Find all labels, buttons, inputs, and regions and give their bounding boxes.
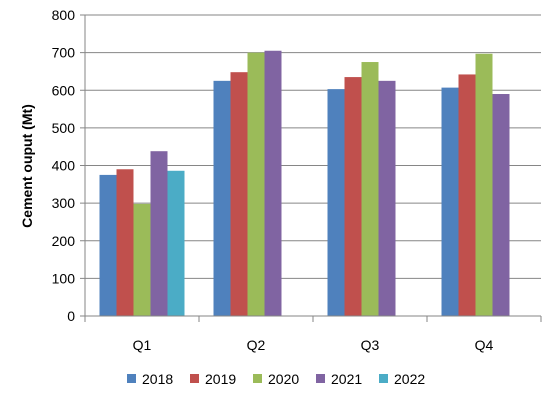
legend-swatch-2019 — [190, 374, 199, 383]
bar-2019-Q1 — [116, 169, 134, 316]
bar-2018-Q4 — [441, 87, 459, 317]
y-tick-label: 700 — [52, 45, 76, 61]
legend-label-2021: 2021 — [331, 371, 362, 387]
bar-2018-Q3 — [327, 89, 345, 316]
y-axis-title: Cement ouput (Mt) — [19, 104, 35, 228]
legend-label-2019: 2019 — [205, 371, 236, 387]
bar-2018-Q1 — [99, 174, 117, 316]
legend: 2018 2019 2020 2021 2022 — [127, 371, 425, 387]
bar-2021-Q3 — [378, 80, 396, 316]
legend-label-2020: 2020 — [268, 371, 299, 387]
bar-2020-Q4 — [475, 53, 493, 316]
y-tick-label: 200 — [52, 233, 76, 249]
y-tick-label: 500 — [52, 120, 76, 136]
bar-2019-Q2 — [230, 72, 248, 316]
bar-2019-Q4 — [458, 74, 476, 316]
legend-swatch-2020 — [253, 374, 262, 383]
bar-2018-Q2 — [213, 80, 231, 316]
legend-label-2018: 2018 — [142, 371, 173, 387]
y-tick-label: 100 — [52, 270, 76, 286]
x-tick-label: Q2 — [247, 337, 266, 353]
bar-2022-Q1 — [167, 170, 185, 316]
x-tick-label: Q3 — [361, 337, 380, 353]
y-tick-label: 800 — [52, 7, 76, 23]
bar-2020-Q1 — [133, 203, 151, 316]
bar-2020-Q3 — [361, 62, 379, 316]
bar-2019-Q3 — [344, 77, 362, 316]
y-tick-label: 0 — [67, 308, 75, 324]
bars — [99, 50, 510, 317]
y-axis-ticks: 0 100 200 300 400 500 600 700 800 — [52, 7, 85, 324]
y-tick-label: 400 — [52, 158, 76, 174]
bar-2021-Q4 — [492, 94, 510, 316]
y-tick-label: 300 — [52, 195, 76, 211]
bar-2020-Q2 — [247, 52, 265, 316]
bar-2021-Q2 — [264, 50, 282, 317]
x-tick-label: Q1 — [133, 337, 152, 353]
x-tick-label: Q4 — [475, 337, 494, 353]
legend-swatch-2021 — [316, 374, 325, 383]
x-axis-ticks: Q1 Q2 Q3 Q4 — [84, 316, 542, 353]
y-tick-label: 600 — [52, 82, 76, 98]
legend-swatch-2018 — [127, 374, 136, 383]
legend-label-2022: 2022 — [394, 371, 425, 387]
legend-swatch-2022 — [379, 374, 388, 383]
bar-2021-Q1 — [150, 151, 168, 316]
